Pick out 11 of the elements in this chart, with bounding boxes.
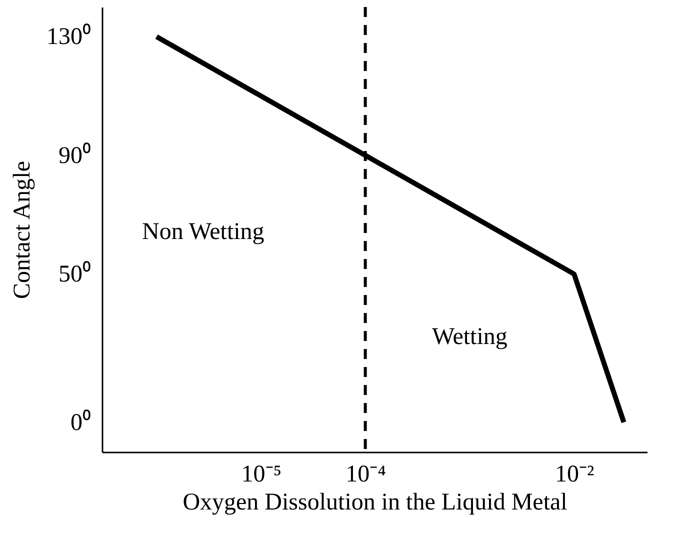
x-tick-label: 10⁻⁵ <box>241 462 282 488</box>
y-tick-label: 130⁰ <box>46 23 90 50</box>
y-axis-title: Contact Angle <box>10 161 36 299</box>
x-axis-title: Oxygen Dissolution in the Liquid Metal <box>182 490 568 516</box>
x-tick-label: 10⁻² <box>554 462 594 488</box>
y-tick-label: 90⁰ <box>58 142 90 169</box>
annotation: Wetting <box>432 324 508 350</box>
y-tick-label: 50⁰ <box>58 260 90 288</box>
annotation: Non Wetting <box>142 219 264 245</box>
y-tick-label: 0⁰ <box>70 408 90 436</box>
x-tick-label: 10⁻⁴ <box>346 462 386 488</box>
